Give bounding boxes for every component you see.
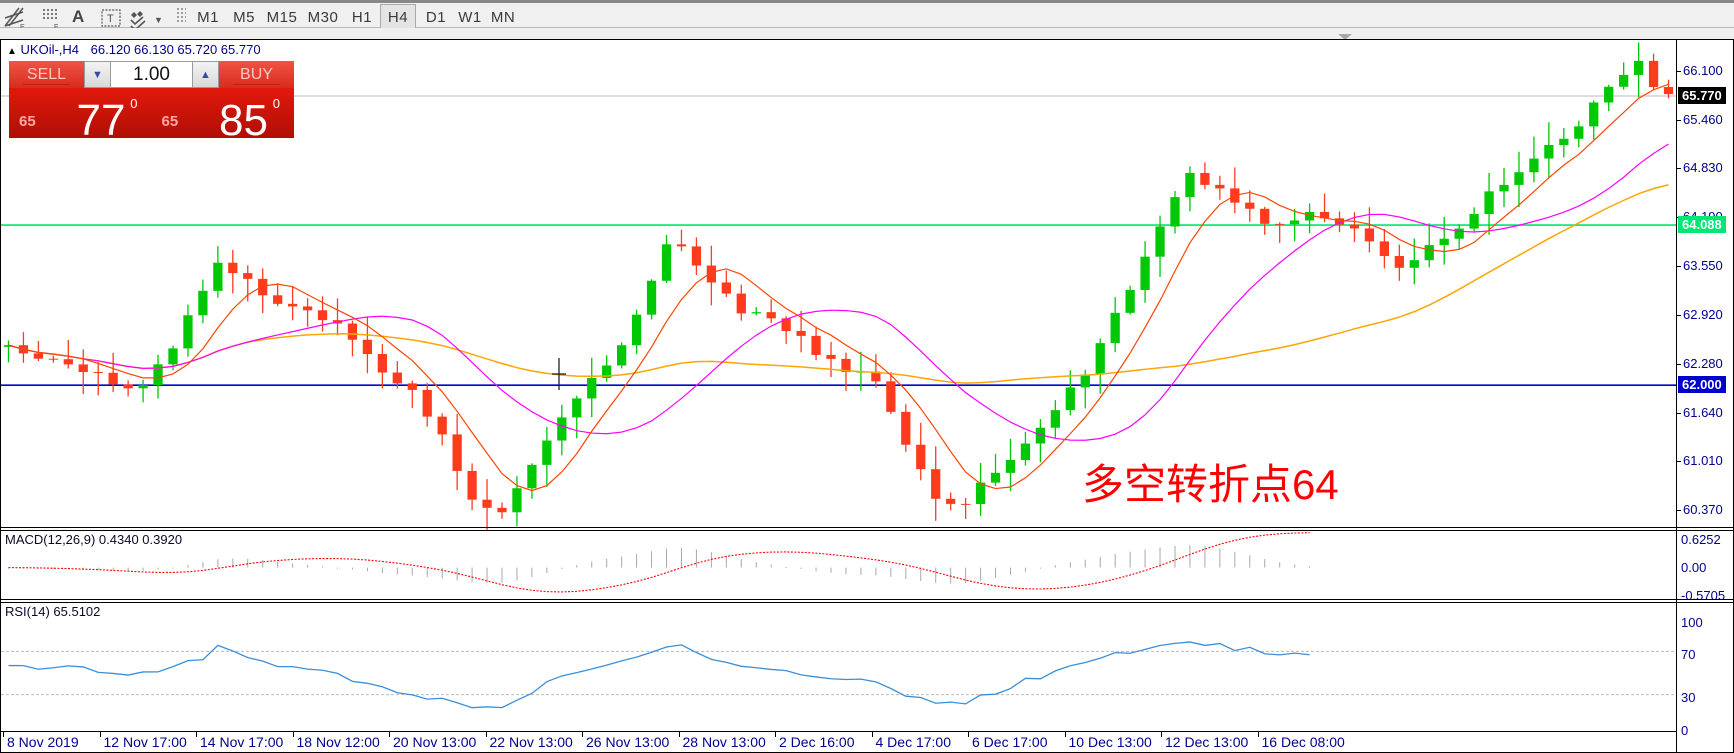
- svg-text:T: T: [107, 13, 114, 25]
